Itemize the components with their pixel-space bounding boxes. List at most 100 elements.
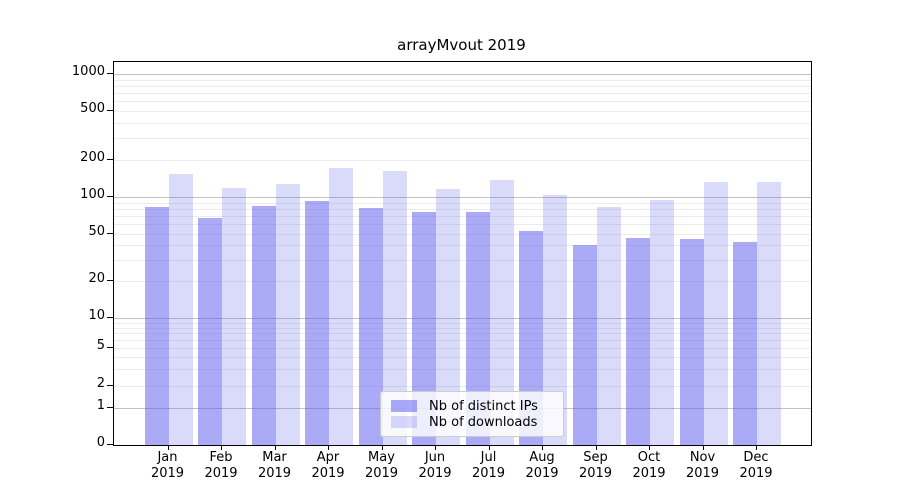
bar-downloads-nov [703,182,728,445]
x-axis-tick-mark [649,445,650,450]
gridline-minor [114,369,811,371]
gridline-minor [114,208,811,210]
gridline-minor [114,260,811,262]
y-axis-tick-label: 100 [80,187,105,202]
gridline-minor [114,234,811,235]
legend-label-downloads: Nb of downloads [429,414,538,430]
x-axis-tick-mark [595,445,597,450]
legend: Nb of distinct IPs Nb of downloads [380,391,564,437]
gridline-minor [114,202,811,204]
x-axis-tick-mark [381,445,383,450]
y-axis-tick-mark [107,196,113,197]
x-axis-tick-mark [435,445,436,450]
gridline-minor [114,281,811,282]
x-axis-tick-label: Apr 2019 [311,450,345,482]
bar-distinct-ips-mar [251,206,276,445]
y-axis-tick-mark [107,407,113,408]
gridline-minor [114,357,811,359]
x-axis-tick-mark [221,445,222,450]
x-axis-tick-mark [756,445,757,450]
gridline-minor [114,160,811,161]
x-axis-tick-label: Feb 2019 [204,450,238,482]
gridline-minor [114,111,811,112]
y-axis-tick-label: 200 [80,150,105,165]
x-axis-tick-label: Dec 2019 [739,450,773,482]
plot-area: Nb of distinct IPs Nb of downloads [113,61,812,446]
x-axis-tick-mark [488,445,490,450]
bar-downloads-dec [757,182,781,445]
x-axis-tick-mark [167,445,169,450]
bar-downloads-jan [168,173,193,445]
gridline-minor [114,348,811,349]
y-axis-tick-label: 500 [80,101,105,116]
legend-item-distinct-ips: Nb of distinct IPs [391,398,553,414]
x-axis-tick-mark [542,445,543,450]
x-axis-tick-label: Oct 2019 [632,450,666,482]
y-axis-tick-mark [107,110,113,111]
gridline-minor [114,85,811,87]
x-axis-tick-label: May 2019 [364,450,399,482]
gridline-minor [114,327,811,329]
y-axis-tick-mark [107,73,113,74]
x-axis-tick-label: Jun 2019 [418,450,452,482]
y-axis-tick-mark [107,280,113,281]
bar-distinct-ips-feb [198,218,222,445]
gridline-minor [114,386,811,387]
y-axis-tick-label: 0 [96,435,105,450]
y-axis-tick-label: 50 [88,224,105,239]
bar-distinct-ips-oct [626,238,650,445]
bar-distinct-ips-sep [572,245,597,445]
legend-swatch-downloads [391,416,417,428]
legend-label-distinct-ips: Nb of distinct IPs [429,398,538,414]
gridline-minor [114,245,811,247]
gridline-minor [114,216,811,218]
x-axis-tick-label: Sep 2019 [578,450,613,482]
y-axis-tick-mark [107,233,113,234]
gridline-minor [114,138,811,140]
x-axis-tick-mark [328,445,329,450]
y-axis-tick-mark [107,159,113,160]
gridline-minor [114,101,811,103]
bar-downloads-sep [596,206,621,445]
bar-distinct-ips-may [358,207,383,445]
y-axis-tick-label: 10 [88,308,105,323]
bar-downloads-apr [329,168,353,445]
legend-item-downloads: Nb of downloads [391,414,553,430]
x-axis-tick-label: Aug 2019 [525,450,559,482]
bar-downloads-feb [222,188,246,445]
gridline-minor [114,340,811,342]
gridline-major [114,318,811,319]
x-axis-tick-mark [702,445,704,450]
gridline-major [114,74,811,75]
x-axis-tick-label: Jul 2019 [471,450,506,482]
x-axis-tick-label: Nov 2019 [685,450,720,482]
x-axis-tick-label: Mar 2019 [257,450,292,482]
gridline-minor [114,333,811,335]
chart-title: arrayMvout 2019 [397,36,526,54]
gridline-minor [114,322,811,324]
y-axis-tick-label: 2 [96,376,105,391]
y-axis-tick-label: 20 [88,271,105,286]
gridline-minor [114,93,811,95]
gridline-minor [114,122,811,124]
bar-distinct-ips-nov [679,239,704,445]
x-axis-tick-mark [274,445,276,450]
bar-distinct-ips-jan [144,206,169,445]
gridline-major [114,197,811,198]
x-axis-tick-label: Jan 2019 [150,450,185,482]
y-axis-tick-label: 1 [96,398,105,413]
bar-distinct-ips-apr [305,201,329,445]
y-axis-tick-mark [107,385,113,386]
bar-downloads-mar [275,184,300,445]
gridline-minor [114,224,811,226]
bar-distinct-ips-dec [733,241,757,445]
y-axis-tick-mark [107,347,113,348]
bar-downloads-oct [650,200,674,445]
legend-swatch-distinct-ips [391,400,417,412]
y-axis-tick-label: 1000 [71,64,105,79]
y-axis-tick-mark [107,317,113,318]
y-axis-tick-label: 5 [96,338,105,353]
y-axis-tick-mark [107,444,113,445]
gridline-minor [114,79,811,81]
